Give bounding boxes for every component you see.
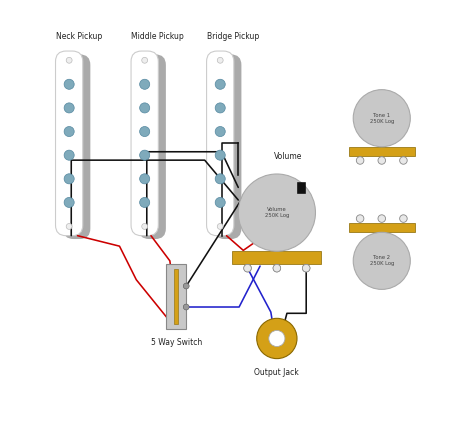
- Circle shape: [215, 174, 225, 184]
- Circle shape: [244, 264, 251, 272]
- Circle shape: [64, 197, 74, 208]
- Text: Middle Pickup: Middle Pickup: [131, 32, 184, 40]
- Text: 5 Way Switch: 5 Way Switch: [151, 338, 202, 347]
- FancyBboxPatch shape: [131, 51, 158, 236]
- Circle shape: [140, 174, 150, 184]
- Circle shape: [183, 283, 189, 289]
- Circle shape: [66, 57, 72, 63]
- Circle shape: [64, 127, 74, 136]
- Circle shape: [215, 103, 225, 113]
- Circle shape: [269, 330, 285, 346]
- Circle shape: [356, 157, 364, 164]
- Text: Output Jack: Output Jack: [255, 368, 299, 377]
- Circle shape: [273, 264, 281, 272]
- Circle shape: [215, 197, 225, 208]
- Circle shape: [238, 174, 316, 251]
- Circle shape: [257, 318, 297, 359]
- Circle shape: [400, 215, 407, 222]
- Circle shape: [378, 157, 385, 164]
- Circle shape: [140, 103, 150, 113]
- Circle shape: [64, 79, 74, 89]
- Circle shape: [302, 264, 310, 272]
- Circle shape: [140, 150, 150, 160]
- Circle shape: [140, 79, 150, 89]
- Circle shape: [64, 150, 74, 160]
- Text: Tone 2
250K Log: Tone 2 250K Log: [370, 256, 394, 266]
- Circle shape: [356, 215, 364, 222]
- FancyBboxPatch shape: [63, 54, 91, 239]
- Text: Volume
250K Log: Volume 250K Log: [264, 207, 289, 218]
- Circle shape: [217, 57, 223, 63]
- Circle shape: [215, 150, 225, 160]
- Bar: [349, 223, 415, 232]
- Circle shape: [215, 79, 225, 89]
- Bar: [174, 269, 178, 325]
- Circle shape: [142, 224, 147, 229]
- Circle shape: [302, 264, 310, 272]
- Circle shape: [400, 157, 407, 164]
- Circle shape: [64, 174, 74, 184]
- Circle shape: [353, 232, 410, 289]
- FancyBboxPatch shape: [55, 51, 83, 236]
- Circle shape: [66, 224, 72, 229]
- FancyBboxPatch shape: [214, 54, 241, 239]
- Circle shape: [273, 264, 281, 272]
- Circle shape: [353, 90, 410, 147]
- Circle shape: [215, 127, 225, 136]
- Text: Volume: Volume: [274, 152, 302, 161]
- Bar: [166, 264, 186, 329]
- Circle shape: [244, 264, 251, 272]
- Text: Tone 1
250K Log: Tone 1 250K Log: [370, 113, 394, 124]
- Bar: [349, 147, 415, 156]
- FancyBboxPatch shape: [207, 51, 234, 236]
- Circle shape: [217, 224, 223, 229]
- Circle shape: [140, 127, 150, 136]
- Text: Bridge Pickup: Bridge Pickup: [207, 32, 259, 40]
- FancyBboxPatch shape: [138, 54, 166, 239]
- Bar: [297, 181, 305, 192]
- Circle shape: [64, 103, 74, 113]
- Bar: [232, 251, 321, 264]
- Circle shape: [183, 304, 189, 310]
- Text: Neck Pickup: Neck Pickup: [55, 32, 102, 40]
- Circle shape: [378, 215, 385, 222]
- Circle shape: [140, 197, 150, 208]
- Circle shape: [142, 57, 147, 63]
